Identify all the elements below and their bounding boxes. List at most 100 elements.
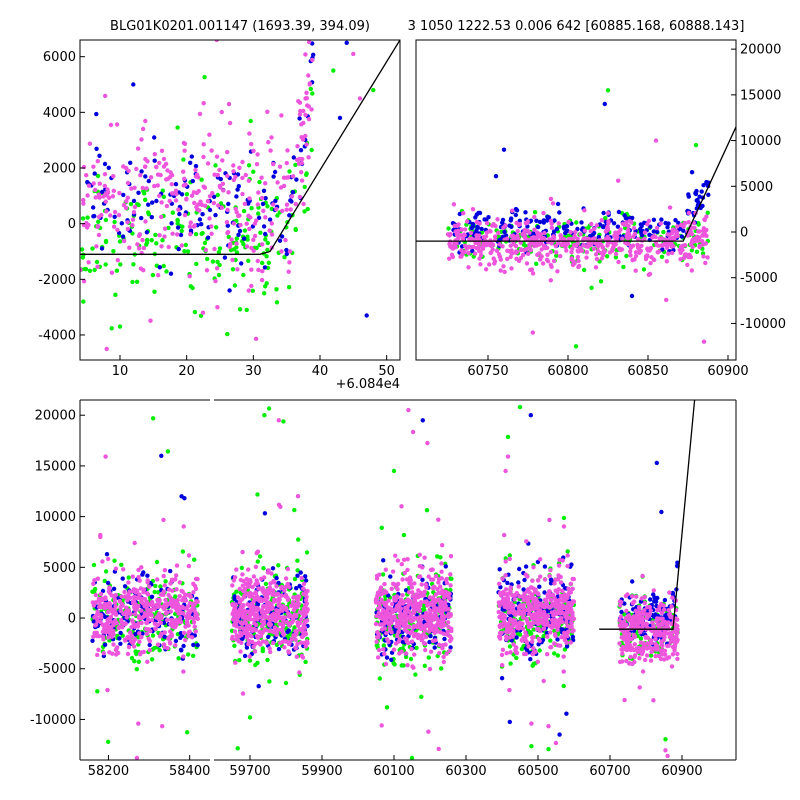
- data-point-green: [128, 201, 134, 207]
- data-point-pink: [306, 155, 311, 160]
- data-point-pink: [402, 627, 407, 633]
- data-point-pink: [422, 589, 427, 594]
- data-point-pink: [561, 654, 566, 659]
- data-point-pink: [637, 250, 642, 255]
- data-point-pink: [174, 600, 179, 606]
- data-point-pink: [111, 593, 117, 599]
- data-point-pink: [398, 617, 404, 622]
- data-point-pink: [207, 194, 213, 199]
- data-point-pink: [376, 610, 382, 616]
- data-point-blue: [513, 212, 518, 218]
- data-point-pink: [538, 557, 543, 562]
- data-point-pink: [252, 621, 257, 626]
- data-point-pink: [373, 621, 379, 627]
- data-point-pink: [429, 577, 434, 582]
- data-point-pink: [225, 207, 230, 213]
- data-point-pink: [181, 654, 186, 659]
- data-point-pink: [299, 135, 304, 140]
- data-point-pink: [197, 111, 203, 117]
- data-point-pink: [297, 670, 302, 675]
- data-point-pink: [113, 604, 118, 609]
- data-point-green: [380, 572, 386, 577]
- data-point-pink: [279, 249, 284, 254]
- data-point-pink: [96, 647, 101, 652]
- data-point-pink: [162, 606, 167, 612]
- data-point-pink: [283, 594, 288, 599]
- data-point-green: [264, 281, 269, 286]
- data-point-pink: [375, 630, 380, 635]
- data-point-pink: [500, 663, 505, 668]
- data-point-pink: [268, 649, 273, 655]
- data-point-pink: [256, 190, 261, 195]
- data-point-pink: [524, 261, 530, 266]
- data-point-pink: [478, 262, 483, 267]
- data-point-pink: [304, 618, 310, 623]
- data-point-pink: [272, 599, 277, 604]
- data-point-pink: [112, 607, 117, 612]
- data-point-pink: [382, 581, 387, 587]
- data-point-pink: [550, 201, 556, 206]
- data-point-pink: [203, 203, 208, 208]
- data-point-outlier: [131, 82, 136, 87]
- data-point-green: [191, 653, 196, 658]
- data-point-blue: [638, 222, 643, 227]
- data-point-blue: [554, 226, 560, 232]
- data-point-pink: [261, 604, 266, 609]
- data-point-blue: [298, 570, 303, 575]
- data-point-pink: [282, 615, 287, 620]
- data-point-pink: [124, 605, 129, 610]
- data-point-green: [293, 226, 298, 232]
- y-tick-label: -5000: [38, 662, 76, 677]
- data-point-green: [165, 449, 171, 454]
- data-point-pink: [254, 550, 259, 556]
- data-point-pink: [627, 219, 632, 224]
- data-point-pink: [269, 232, 275, 237]
- data-point-green: [705, 210, 710, 215]
- data-point-pink: [667, 232, 672, 237]
- data-point-blue: [139, 215, 144, 221]
- data-point-pink: [412, 608, 417, 613]
- data-point-pink: [167, 634, 172, 640]
- data-point-pink: [164, 203, 170, 209]
- data-point-blue: [615, 224, 621, 229]
- data-point-pink: [380, 616, 385, 622]
- data-point-green: [598, 279, 604, 284]
- data-point-green: [192, 557, 197, 562]
- data-point-pink: [690, 244, 695, 250]
- data-point-pink: [287, 249, 293, 254]
- data-point-pink: [549, 225, 555, 230]
- data-point-blue: [262, 265, 268, 270]
- data-point-pink: [439, 569, 444, 574]
- data-point-pink: [306, 73, 311, 78]
- data-point-pink: [188, 220, 193, 225]
- data-point-pink: [86, 183, 92, 188]
- data-point-pink: [645, 222, 650, 227]
- data-point-green: [581, 267, 587, 273]
- data-point-pink: [187, 224, 193, 229]
- data-point-pink: [209, 231, 214, 236]
- data-point-pink: [295, 641, 300, 647]
- data-point-green: [129, 655, 135, 661]
- data-point-blue: [693, 191, 698, 196]
- axes-frame: [415, 39, 737, 361]
- data-point-pink: [436, 577, 442, 582]
- data-point-green: [214, 225, 219, 230]
- data-point-pink: [103, 602, 108, 608]
- data-point-pink: [231, 221, 237, 226]
- model-curve: [80, 40, 400, 255]
- data-point-pink: [589, 221, 594, 227]
- data-point-green: [431, 766, 435, 770]
- data-point-blue: [384, 655, 390, 660]
- data-point-pink: [578, 245, 583, 250]
- data-point-pink: [678, 244, 684, 249]
- data-point-green: [188, 284, 193, 289]
- data-point-green: [175, 125, 180, 130]
- data-point-pink: [686, 210, 692, 216]
- data-point-blue: [149, 594, 155, 599]
- data-point-blue: [106, 165, 112, 170]
- data-point-pink: [157, 160, 162, 166]
- data-point-pink: [256, 606, 261, 612]
- data-point-pink: [196, 202, 201, 207]
- data-point-pink: [279, 593, 284, 598]
